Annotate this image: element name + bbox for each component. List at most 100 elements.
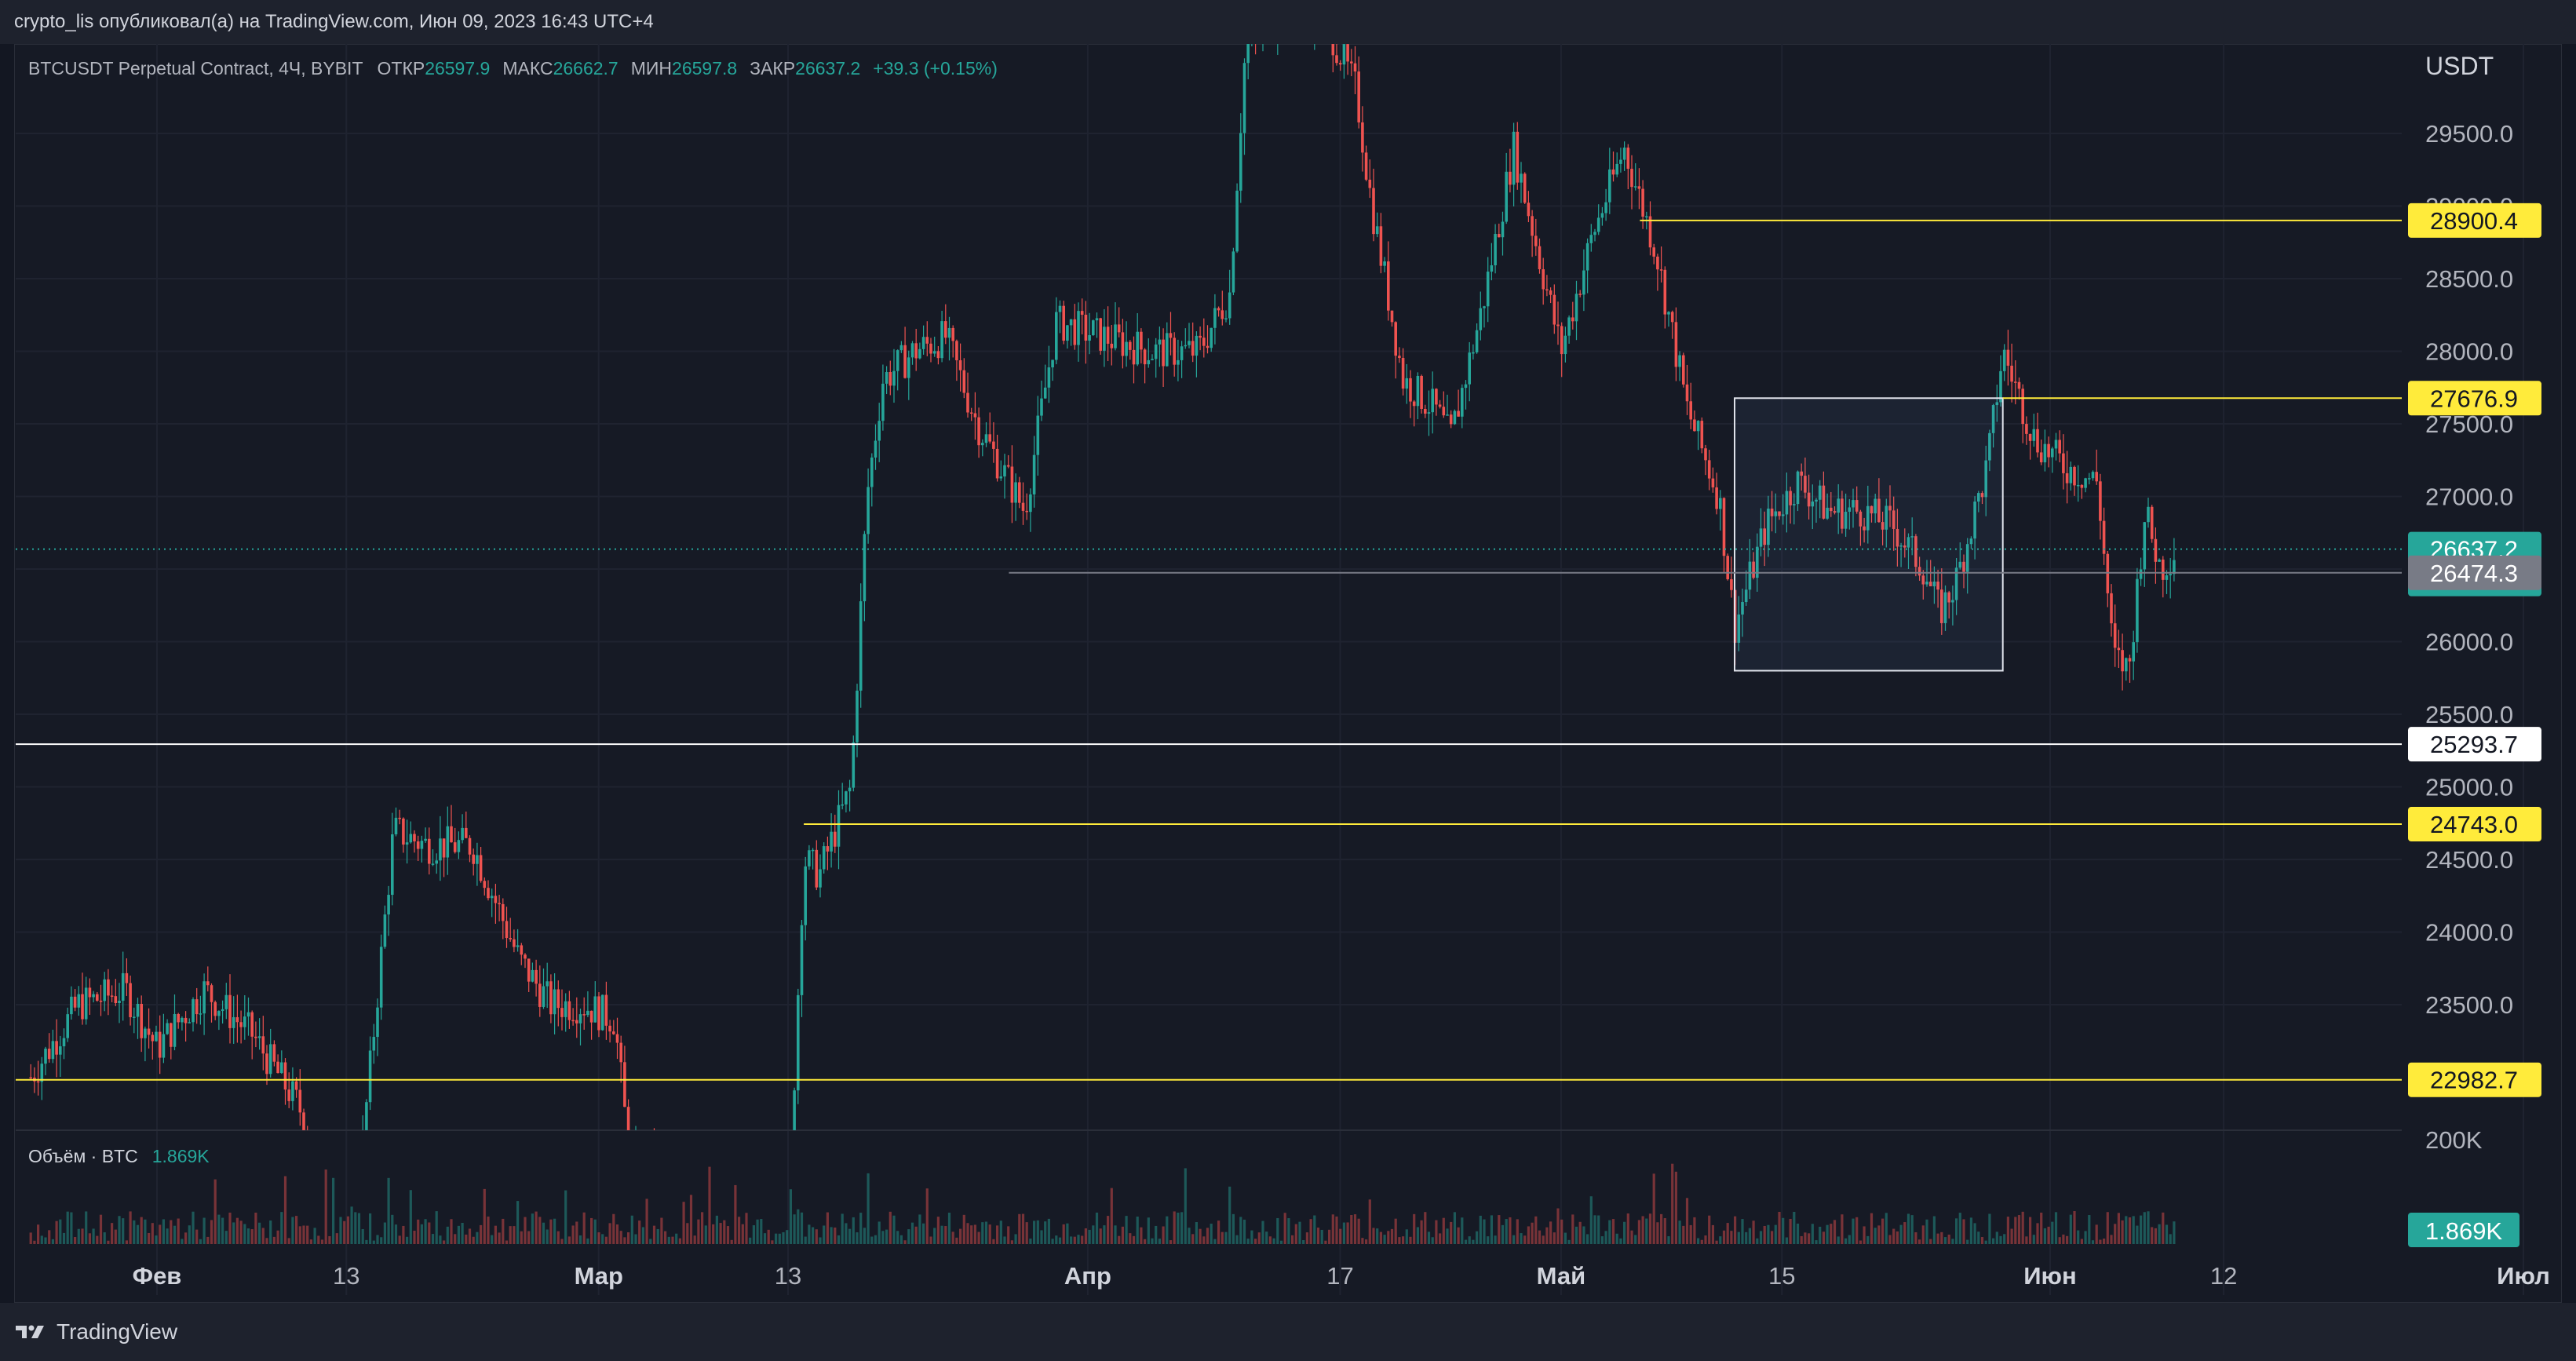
price-tag[interactable]	[2408, 807, 2541, 842]
candle-body[interactable]	[1641, 188, 1644, 217]
candle-body[interactable]	[582, 1014, 586, 1016]
candle-body[interactable]	[2062, 453, 2065, 473]
candle-body[interactable]	[1416, 375, 1420, 407]
candle-body[interactable]	[158, 1031, 162, 1058]
candle-body[interactable]	[170, 1023, 173, 1047]
candle-body[interactable]	[1202, 338, 1206, 346]
candle-body[interactable]	[1833, 511, 1837, 513]
candle-body[interactable]	[1585, 243, 1589, 271]
candle-body[interactable]	[1928, 582, 1932, 586]
candle-body[interactable]	[907, 357, 910, 378]
candle-body[interactable]	[1405, 378, 1409, 389]
candle-body[interactable]	[538, 983, 542, 1007]
candle-body[interactable]	[413, 834, 416, 841]
candle-body[interactable]	[1689, 401, 1692, 420]
candle-body[interactable]	[1390, 310, 1394, 323]
candle-body[interactable]	[1217, 308, 1220, 311]
candle-body[interactable]	[962, 370, 966, 393]
candle-body[interactable]	[1593, 232, 1596, 235]
candle-body[interactable]	[549, 981, 553, 1015]
candle-body[interactable]	[206, 981, 210, 986]
candle-body[interactable]	[1549, 290, 1553, 295]
candle-body[interactable]	[1084, 314, 1088, 341]
candle-body[interactable]	[1188, 341, 1191, 345]
candle-body[interactable]	[1213, 308, 1217, 328]
candle-body[interactable]	[77, 994, 81, 1008]
candle-body[interactable]	[932, 351, 936, 354]
candle-body[interactable]	[166, 1023, 169, 1034]
candle-body[interactable]	[1770, 508, 1774, 516]
candle-body[interactable]	[461, 827, 464, 841]
candle-body[interactable]	[96, 994, 99, 1001]
candle-body[interactable]	[1977, 493, 1980, 502]
candle-body[interactable]	[1154, 344, 1158, 359]
candle-body[interactable]	[136, 1003, 140, 1017]
price-tag[interactable]	[2408, 203, 2541, 238]
candle-body[interactable]	[1479, 308, 1483, 330]
candle-body[interactable]	[302, 1112, 305, 1130]
candle-body[interactable]	[203, 981, 206, 1014]
candle-body[interactable]	[210, 985, 213, 1002]
candle-body[interactable]	[808, 850, 811, 867]
candle-body[interactable]	[1818, 485, 1822, 500]
candle-body[interactable]	[1092, 320, 1095, 336]
candle-body[interactable]	[940, 321, 943, 359]
candle-body[interactable]	[1242, 63, 1246, 133]
candle-body[interactable]	[619, 1042, 622, 1063]
candle-body[interactable]	[1822, 485, 1826, 519]
candle-body[interactable]	[984, 434, 988, 443]
candle-body[interactable]	[147, 1028, 151, 1035]
candle-body[interactable]	[2125, 658, 2128, 672]
candle-body[interactable]	[2165, 575, 2169, 580]
candle-body[interactable]	[1420, 375, 1423, 409]
candle-body[interactable]	[1173, 338, 1176, 365]
candle-body[interactable]	[376, 1007, 379, 1038]
candle-body[interactable]	[1372, 188, 1375, 235]
candle-body[interactable]	[2028, 433, 2032, 441]
candle-body[interactable]	[398, 817, 401, 819]
candle-body[interactable]	[859, 601, 863, 691]
candle-body[interactable]	[2091, 472, 2095, 479]
candle-body[interactable]	[575, 1020, 578, 1023]
candle-body[interactable]	[129, 983, 132, 1017]
candle-body[interactable]	[578, 1014, 582, 1023]
candle-body[interactable]	[1645, 216, 1648, 218]
candle-body[interactable]	[516, 945, 520, 947]
candle-body[interactable]	[1940, 589, 1943, 623]
candle-body[interactable]	[1180, 346, 1184, 360]
candle-body[interactable]	[1472, 352, 1475, 354]
candle-body[interactable]	[498, 903, 501, 905]
candle-body[interactable]	[1700, 421, 1704, 449]
candle-body[interactable]	[254, 1036, 257, 1038]
candle-body[interactable]	[1195, 335, 1199, 356]
candle-body[interactable]	[162, 1034, 166, 1058]
candle-body[interactable]	[1855, 500, 1859, 512]
candle-body[interactable]	[2106, 553, 2110, 593]
candle-body[interactable]	[1542, 269, 1545, 290]
candle-body[interactable]	[1622, 148, 1626, 160]
candle-body[interactable]	[213, 1002, 217, 1016]
candle-body[interactable]	[1682, 355, 1685, 385]
candle-body[interactable]	[1512, 131, 1516, 185]
candle-body[interactable]	[1826, 507, 1829, 519]
candle-body[interactable]	[1980, 493, 1984, 498]
candle-body[interactable]	[1567, 317, 1571, 336]
candle-body[interactable]	[2110, 593, 2113, 624]
candle-body[interactable]	[1080, 311, 1084, 315]
candle-body[interactable]	[1611, 169, 1615, 175]
candle-body[interactable]	[372, 1037, 376, 1051]
candle-body[interactable]	[1578, 294, 1582, 295]
candle-body[interactable]	[896, 350, 899, 371]
candle-body[interactable]	[1383, 261, 1386, 266]
candle-body[interactable]	[626, 1107, 630, 1130]
candle-body[interactable]	[479, 855, 483, 881]
candle-body[interactable]	[1018, 482, 1021, 503]
candle-body[interactable]	[921, 337, 925, 349]
candle-body[interactable]	[1608, 169, 1611, 203]
candle-body[interactable]	[1498, 234, 1501, 238]
candle-body[interactable]	[365, 1102, 368, 1130]
candle-body[interactable]	[2102, 520, 2106, 554]
candle-body[interactable]	[1099, 318, 1102, 351]
candle-body[interactable]	[1029, 494, 1032, 513]
candle-body[interactable]	[103, 979, 106, 1002]
